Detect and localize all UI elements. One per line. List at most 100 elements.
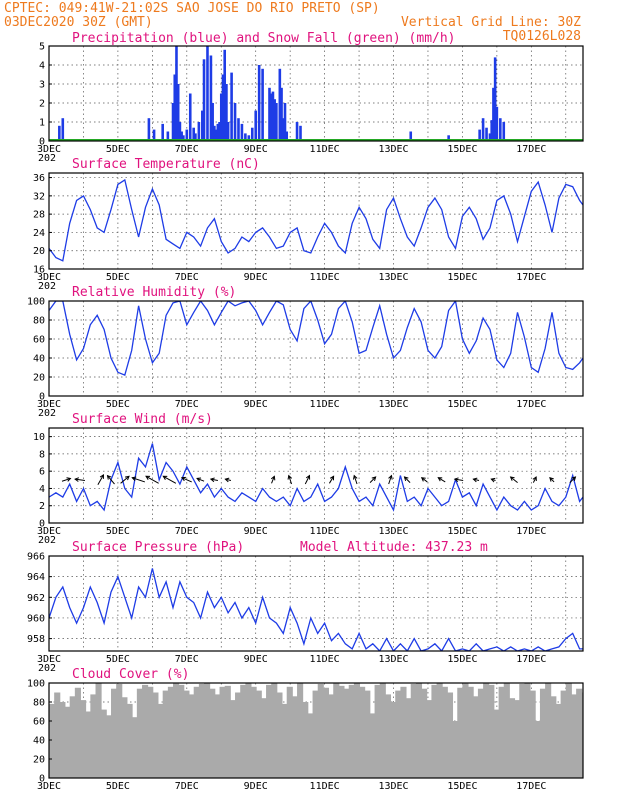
cloud-bar-16 <box>131 717 138 778</box>
precip-bar-23 <box>213 125 216 141</box>
wind-panel: 0 2 4 6 8 10 3DEC 5DEC 7DEC 9DEC 11DEC 13DEC 15DEC 17… <box>33 412 584 546</box>
cloud-bar-11 <box>105 715 112 778</box>
temp-ytick-1: 20 <box>33 246 45 257</box>
wind-arrow-27 <box>549 476 555 483</box>
wind-arrow-head-5 <box>131 476 137 481</box>
cloud-bar-68 <box>400 686 407 778</box>
wind-arrow-shaft-19 <box>404 476 411 483</box>
precip-bar-10 <box>178 122 182 141</box>
cloud-bar-103 <box>581 692 583 778</box>
wind-arrow-26 <box>532 476 537 483</box>
cloud-bar-89 <box>508 698 516 778</box>
wind-marks <box>49 443 583 512</box>
precip-xtick-1: 5DEC <box>106 144 130 155</box>
cloud-bar-50 <box>307 713 314 778</box>
pres-xtick-4: 11DEC <box>310 654 340 665</box>
precip-xtick-6: 15DEC <box>447 144 477 155</box>
cloud-bar-83 <box>477 688 485 778</box>
cloud-bar-39 <box>250 686 257 778</box>
cloud-bar-71 <box>415 683 423 778</box>
precip-bar-13 <box>185 129 189 141</box>
cloud-bar-9 <box>95 683 102 778</box>
cloud-bar-93 <box>529 690 536 778</box>
wind-arrow-28 <box>569 476 577 483</box>
cloud-bar-98 <box>555 703 562 778</box>
precip-bar-62 <box>493 57 497 141</box>
cloud-bar-88 <box>503 683 510 778</box>
wind-arrow-12 <box>270 475 276 484</box>
precip-bar-21 <box>209 55 213 141</box>
pres-ytick-1: 960 <box>27 613 45 624</box>
pres-xtick-5: 13DEC <box>378 654 408 665</box>
temp-xtick-6: 15DEC <box>447 272 477 283</box>
cloud-bar-96 <box>545 683 552 778</box>
pres-marks <box>49 568 583 651</box>
rh-ytick-3: 60 <box>33 335 45 346</box>
cloud-bar-18 <box>142 684 149 778</box>
precip-ytick-0: 0 <box>39 137 45 148</box>
wind-ytick-3: 6 <box>39 467 45 478</box>
rh-ytick-2: 40 <box>33 354 45 365</box>
cloud-bar-22 <box>162 690 169 778</box>
precip-bar-60 <box>490 120 494 141</box>
wind-arrow-17 <box>369 476 377 483</box>
cloud-xtick-6: 15DEC <box>447 781 477 792</box>
wind-arrow-shaft-5 <box>132 477 146 483</box>
precip-bar-57 <box>481 118 485 141</box>
wind-arrow-shaft-28 <box>569 476 576 483</box>
precip-bar-15 <box>192 127 195 141</box>
rh-ytick-5: 100 <box>27 297 45 308</box>
precip-bar-4 <box>161 123 164 141</box>
wind-arrow-shaft-21 <box>437 477 446 483</box>
wind-arrow-head-11 <box>224 477 230 483</box>
precip-bar-52 <box>295 122 299 141</box>
precip-xtick-5: 13DEC <box>378 144 408 155</box>
precip-bar-31 <box>226 122 230 141</box>
cloud-bar-44 <box>276 692 283 778</box>
precip-bar-48 <box>280 87 283 141</box>
wind-arrow-shaft-6 <box>145 475 159 484</box>
cloud-marks <box>49 683 583 778</box>
precip-xtick-7: 17DEC <box>516 144 546 155</box>
cloud-bar-75 <box>436 683 443 778</box>
cloud-bar-2 <box>59 702 66 778</box>
precip-bar-59 <box>488 133 492 141</box>
header-model: TQ0126L028 <box>503 29 581 44</box>
rh-title: Relative Humidity (%) <box>72 285 236 300</box>
wind-arrow-shaft-4 <box>120 475 130 484</box>
pres-xtick-7: 17DEC <box>516 654 546 665</box>
temp-marks <box>49 178 583 262</box>
wind-xtick-3: 9DEC <box>244 526 268 537</box>
temp-xtick-1: 5DEC <box>106 272 130 283</box>
wind-arrow-4 <box>120 475 130 484</box>
wind-arrow-head-0 <box>66 477 72 482</box>
precip-year-cut: 202 <box>38 153 56 164</box>
precip-bar-54 <box>409 131 413 141</box>
wind-arrow-shaft-17 <box>369 476 376 483</box>
cloud-bar-87 <box>498 686 505 778</box>
cloud-bar-49 <box>302 702 309 778</box>
wind-arrow-5 <box>131 476 146 483</box>
cloud-bar-97 <box>550 696 557 778</box>
temp-xtick-7: 17DEC <box>516 272 546 283</box>
cloud-bar-59 <box>353 683 361 778</box>
cloud-bar-58 <box>348 684 355 778</box>
cloud-bar-99 <box>560 690 567 778</box>
wind-year-cut: 202 <box>38 535 56 546</box>
precip-bar-30 <box>225 84 228 141</box>
wind-arrow-head-23 <box>472 477 478 483</box>
cloud-bar-3 <box>64 706 71 778</box>
pres-xtick-0: 3DEC <box>37 654 61 665</box>
precip-bar-7 <box>173 74 177 141</box>
wind-arrow-shaft-16 <box>353 475 358 485</box>
wind-arrow-head-26 <box>532 476 537 482</box>
wind-arrow-head-28 <box>571 476 577 481</box>
cloud-frame <box>48 682 584 779</box>
pres-ytick-4: 966 <box>27 552 45 563</box>
temp-year-cut: 202 <box>38 281 56 292</box>
precip-bar-56 <box>478 129 481 141</box>
cloud-bar-4 <box>69 696 76 778</box>
precip-bar-49 <box>281 118 285 141</box>
temp-xtick-4: 11DEC <box>310 272 340 283</box>
precip-bar-5 <box>166 131 170 141</box>
